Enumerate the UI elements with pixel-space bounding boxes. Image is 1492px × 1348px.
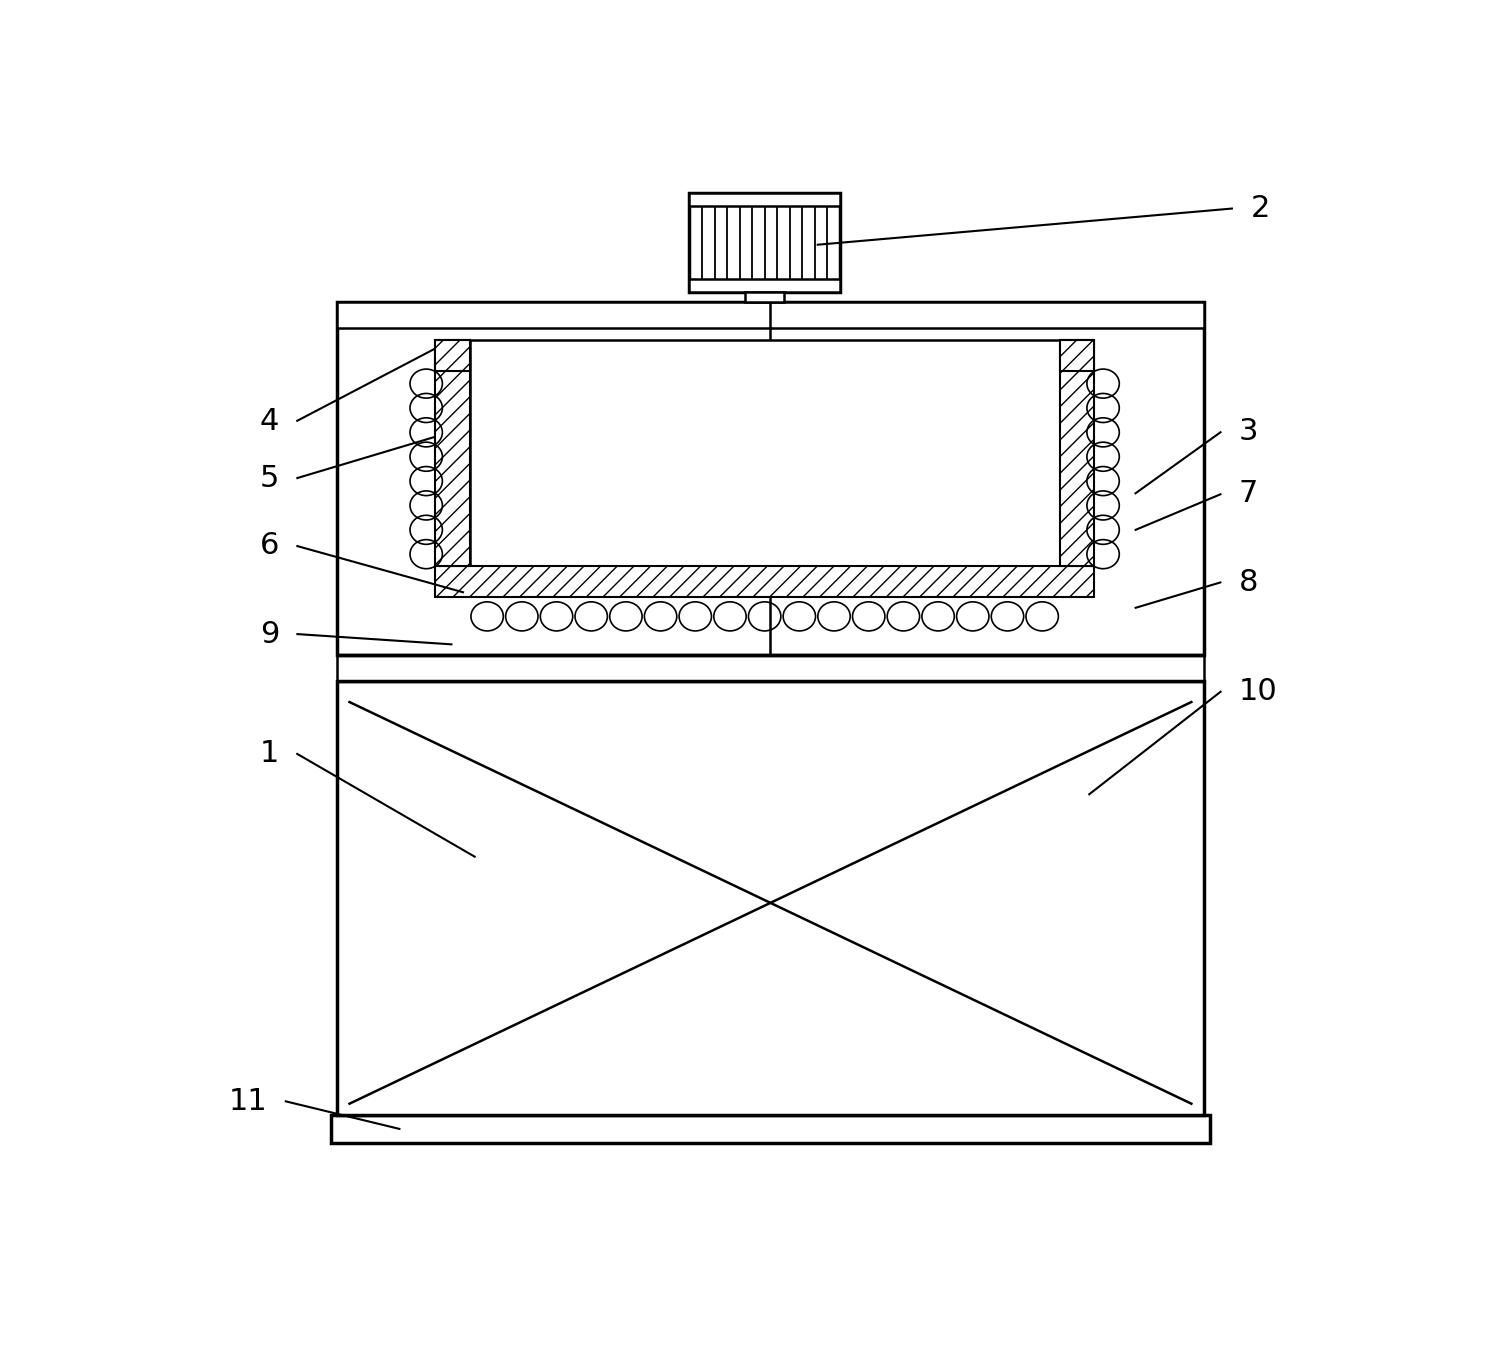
Bar: [436, 340, 470, 372]
Text: 7: 7: [1238, 480, 1258, 508]
Bar: [337, 302, 1204, 655]
Bar: [337, 655, 1204, 681]
Bar: [331, 1115, 1210, 1143]
Bar: [470, 340, 1059, 566]
Bar: [436, 566, 1094, 597]
Bar: [689, 279, 840, 291]
Bar: [689, 193, 840, 291]
Text: 9: 9: [260, 620, 279, 648]
Text: 2: 2: [1250, 194, 1270, 222]
Bar: [689, 193, 840, 206]
Bar: [1112, 1076, 1164, 1115]
Bar: [337, 681, 1204, 1115]
Text: 4: 4: [260, 407, 279, 435]
Text: 8: 8: [1238, 568, 1258, 597]
Text: 3: 3: [1238, 417, 1258, 446]
Bar: [1059, 340, 1094, 372]
Text: 1: 1: [260, 739, 279, 768]
Text: 5: 5: [260, 464, 279, 493]
Bar: [745, 291, 785, 302]
Text: 10: 10: [1238, 677, 1277, 705]
Bar: [1059, 340, 1094, 566]
Text: 6: 6: [260, 531, 279, 561]
Text: 11: 11: [228, 1086, 267, 1116]
Bar: [366, 1076, 418, 1115]
Bar: [337, 302, 1204, 328]
Bar: [436, 340, 470, 566]
